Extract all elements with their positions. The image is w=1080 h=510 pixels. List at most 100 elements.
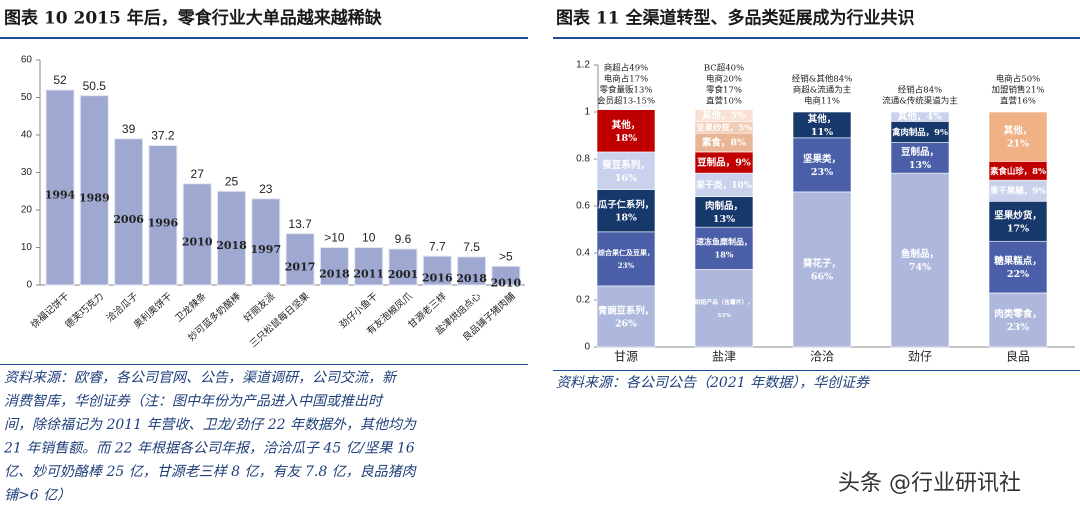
year-label: 2016 [422, 272, 453, 285]
bar [388, 248, 418, 286]
value-label: 27 [191, 167, 205, 181]
bar [251, 198, 281, 286]
segment-label: 综合果仁及豆果， 23% [598, 248, 654, 270]
segment-name: 其他， [702, 109, 731, 121]
channel-note: 电商占17% [604, 74, 648, 85]
segment-value-label: 9% [934, 126, 948, 136]
segment [792, 111, 852, 139]
segment [694, 226, 754, 270]
segment-value-label: 10% [731, 180, 752, 190]
chart-title: 图表 11 全渠道转型、多品类延展成为行业共识 [556, 8, 915, 29]
y-tick-label: 40 [21, 130, 33, 141]
y-tick-label: 0 [584, 342, 590, 353]
bar [422, 255, 452, 286]
segment-value-label: 23% [811, 166, 833, 177]
segment-name: 肉制品， [705, 199, 743, 211]
segment [694, 269, 754, 348]
segment-name: 瓜子仁系列， [598, 198, 654, 210]
segment-value-label: 33% [717, 312, 731, 319]
source-rule [0, 364, 528, 365]
source-note: 间，除徐福记为 2011 年营收、卫龙/劲仔 22 年数据外，其他均为 [4, 417, 417, 433]
segment-name: 坚果炒货， [696, 122, 738, 132]
segment-value-label: 26% [615, 318, 637, 329]
segment-label: 坚果类， 23% [803, 152, 841, 177]
value-label: >5 [499, 249, 513, 263]
y-tick-label: 0.2 [576, 295, 590, 306]
segment-name: 烘焙产品（含薯片）， [695, 298, 754, 306]
year-label: 2018 [319, 267, 350, 280]
segment-label: 素食山珍，8% [990, 165, 1046, 175]
chart-title: 图表 10 2015 年后，零食行业大单品越来越稀缺 [4, 8, 383, 29]
segment-value-label: 74% [909, 262, 931, 273]
segment-value-label: 8% [730, 137, 746, 148]
segment-label: 烘焙产品（含薯片）， 33% [695, 298, 754, 319]
value-label: 10 [362, 231, 376, 245]
segment [596, 151, 656, 190]
channel-note: 会员超13-15% [597, 96, 655, 107]
channel-note: 电商20% [706, 74, 742, 85]
segment-name: 鱼制品， [901, 248, 939, 260]
year-label: 1994 [45, 189, 76, 202]
year-label: 2011 [353, 267, 384, 280]
channel-note: 商超占49% [604, 63, 648, 74]
segment-label: 果干类，10% [695, 178, 753, 190]
channel-note: 经销占84% [898, 85, 942, 96]
segment-value-label: 13% [713, 213, 735, 224]
segment-value-label: 9% [1032, 185, 1046, 195]
segment-label: 坚果炒货，5% [696, 122, 752, 132]
segment-value-label: 5% [730, 110, 746, 121]
y-tick-label: 10 [21, 242, 33, 253]
segment-name: 肉类零食， [994, 307, 1042, 319]
segment-label: 豆制品， 13% [901, 145, 939, 170]
source-note: 21 年销售额。而 22 年根据各公司年报，洽洽瓜子 45 亿/坚果 16 [3, 441, 415, 457]
segment [890, 172, 950, 348]
year-label: 2018 [216, 239, 247, 252]
segment-label: 素食，8% [701, 136, 746, 148]
segment-label: 豆制品，9% [697, 156, 751, 168]
segment-name: 豆制品， [901, 145, 939, 157]
segment-value-label: 16% [615, 172, 637, 183]
segment-label: 葵花子， 66% [802, 257, 841, 282]
segment [988, 111, 1048, 162]
channel-note: 直营10% [706, 96, 742, 107]
segment-name: 青豌豆系列， [598, 304, 654, 316]
segment-label: 青豌豆系列， 26% [598, 304, 654, 329]
channel-note: 电商占50% [996, 74, 1040, 85]
segment [596, 285, 656, 348]
segment [694, 109, 754, 122]
value-label: 37.2 [151, 129, 175, 143]
source-note: 资料来源：欧睿，各公司官网、公告，渠道调研，公司交流，新 [4, 370, 398, 386]
segment-value-label: 4% [926, 111, 942, 122]
year-label: 1997 [250, 243, 281, 256]
bar [285, 233, 315, 286]
bar [217, 190, 246, 286]
y-tick-label: 60 [21, 55, 33, 66]
y-tick-label: 0.8 [576, 154, 590, 165]
source-note: 铺>6 亿） [4, 488, 71, 504]
year-label: 1989 [79, 191, 110, 204]
y-tick-label: 1.2 [576, 60, 590, 71]
channel-note: BC超40% [704, 63, 744, 74]
y-tick-label: 50 [21, 92, 33, 103]
bar [148, 145, 178, 286]
segment-value-label: 23% [1007, 321, 1029, 332]
y-tick-label: 0.4 [576, 248, 590, 259]
segment-name: 素食， [701, 136, 731, 148]
segment-label: 其他， 21% [1004, 124, 1033, 149]
segment-label: 禽肉制品，9% [891, 126, 948, 136]
segment-name: 其他， [808, 112, 837, 124]
segment-name: 坚果炒货， [994, 209, 1042, 221]
segment-name: 禽肉制品， [891, 126, 934, 136]
y-tick-label: 0 [26, 280, 32, 291]
year-label: 2018 [456, 272, 487, 285]
channel-note: 商超&流通为主 [793, 85, 852, 96]
year-label: 1996 [148, 216, 179, 229]
segment-value-label: 18% [615, 132, 637, 143]
bar [45, 89, 75, 286]
segment-name: 糖果糕点， [994, 255, 1042, 267]
segment-name: 果干类， [695, 178, 731, 190]
segment [792, 137, 852, 193]
y-tick-label: 30 [21, 167, 33, 178]
segment-value-label: 11% [811, 126, 833, 137]
